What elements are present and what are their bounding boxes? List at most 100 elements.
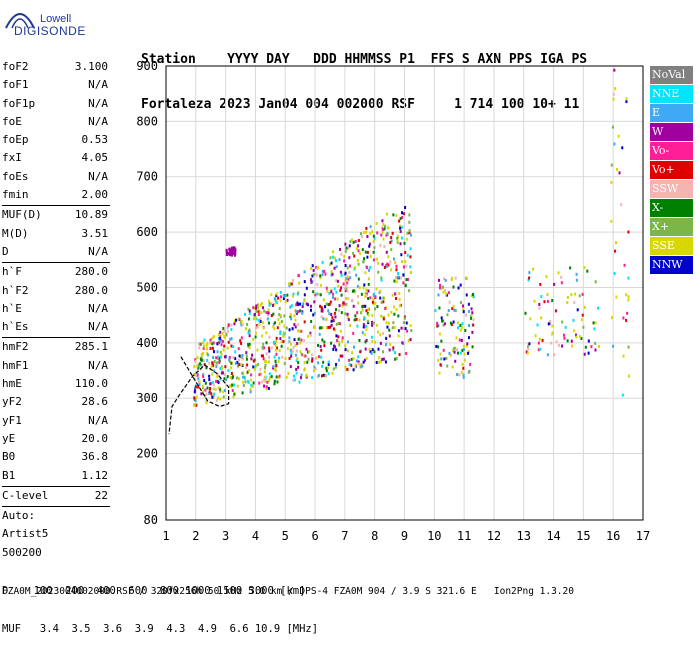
echo-point	[232, 248, 235, 252]
echo-point	[327, 309, 330, 313]
echo-point	[238, 317, 241, 321]
echo-point	[401, 341, 404, 345]
param-value: 3.51	[81, 226, 109, 240]
echo-point	[335, 363, 338, 367]
echo-point	[348, 362, 351, 366]
echo-point	[543, 300, 546, 304]
echo-point	[320, 355, 323, 359]
echo-point	[397, 314, 400, 318]
x-tick-label: 5	[282, 529, 289, 543]
echo-point	[370, 335, 373, 339]
echo-point	[587, 351, 590, 355]
param-separator	[2, 205, 110, 207]
echo-point	[405, 237, 408, 241]
echo-point	[339, 288, 342, 292]
echo-point	[254, 365, 257, 369]
echo-point	[263, 370, 266, 374]
x-tick-label: 1	[162, 529, 169, 543]
echo-point	[344, 348, 347, 352]
echo-point	[330, 261, 333, 265]
echo-point	[570, 293, 573, 297]
param-value: 10.89	[74, 208, 108, 222]
echo-point	[283, 314, 286, 318]
echo-point	[334, 259, 337, 263]
echo-point	[357, 239, 360, 243]
echo-point	[409, 338, 412, 342]
echo-point	[206, 359, 209, 363]
echo-point	[334, 297, 337, 301]
echo-point	[367, 297, 370, 301]
echo-point	[315, 356, 318, 360]
echo-point	[385, 306, 388, 310]
echo-point	[612, 92, 615, 96]
echo-point	[564, 325, 567, 329]
echo-point	[371, 340, 374, 344]
param-label: M(D)	[2, 226, 29, 240]
echo-point	[287, 371, 290, 375]
echo-point	[627, 295, 630, 299]
echo-point	[239, 339, 242, 343]
echo-point	[257, 362, 260, 366]
echo-point	[332, 319, 335, 323]
echo-point	[336, 297, 339, 301]
echo-point	[573, 301, 576, 305]
echo-point	[202, 384, 205, 388]
echo-point	[294, 353, 297, 357]
echo-point	[385, 336, 388, 340]
echo-point	[275, 292, 278, 296]
echo-point	[241, 380, 244, 384]
echo-point	[379, 341, 382, 345]
param-value: 4.05	[81, 151, 109, 165]
echo-point	[246, 370, 249, 374]
echo-point	[363, 257, 366, 261]
echo-point	[219, 330, 222, 334]
echo-point	[528, 271, 531, 275]
echo-point	[355, 359, 358, 363]
echo-point	[580, 336, 583, 340]
echo-point	[363, 316, 366, 320]
echo-point	[393, 312, 396, 316]
param-row: yF2 28.6	[0, 393, 112, 411]
param-value: 1.12	[81, 468, 109, 482]
echo-point	[395, 264, 398, 268]
x-tick-label: 13	[517, 529, 531, 543]
echo-point	[205, 392, 208, 396]
echo-point	[342, 303, 345, 307]
echo-point	[401, 260, 404, 264]
echo-point	[339, 329, 342, 333]
echo-point	[337, 322, 340, 326]
echo-point	[346, 367, 349, 371]
param-label: fxI	[2, 151, 22, 165]
echo-point	[357, 360, 360, 364]
echo-point	[319, 276, 322, 280]
legend-item: SSE	[650, 236, 693, 256]
param-row: foEs N/A	[0, 168, 112, 186]
echo-point	[320, 374, 323, 378]
echo-point	[231, 246, 234, 250]
echo-point	[220, 352, 223, 356]
echo-point	[392, 257, 395, 261]
echo-point	[298, 380, 301, 384]
echo-point	[265, 341, 268, 345]
echo-point	[532, 267, 535, 271]
echo-point	[254, 335, 257, 339]
echo-point	[326, 326, 329, 330]
echo-point	[262, 342, 265, 346]
param-row: hmF1 N/A	[0, 357, 112, 375]
profile-trace	[168, 356, 230, 435]
param-value: 3.100	[74, 60, 108, 73]
echo-point	[396, 234, 399, 238]
echo-point	[204, 381, 207, 385]
echo-point	[456, 321, 459, 325]
echo-point	[381, 262, 384, 266]
echo-point	[296, 357, 299, 361]
echo-point	[199, 362, 202, 366]
param-row: fmin 2.00	[0, 186, 112, 204]
echo-point	[220, 343, 223, 347]
echo-point	[247, 379, 250, 383]
echo-point	[345, 246, 348, 250]
echo-point	[219, 339, 222, 343]
echo-point	[339, 354, 342, 358]
echo-point	[202, 346, 205, 350]
echo-point	[442, 348, 445, 352]
